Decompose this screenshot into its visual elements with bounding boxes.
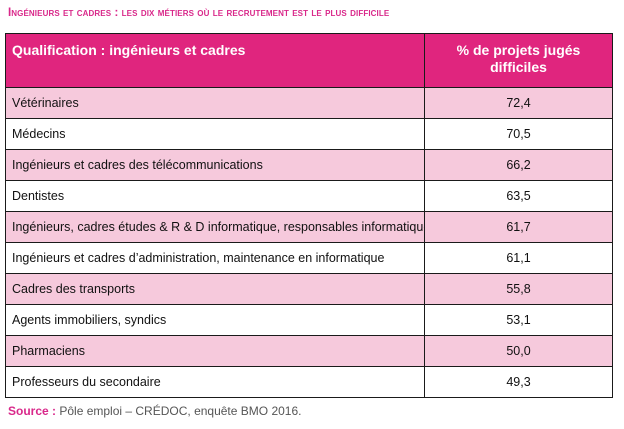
table-header: Qualification : ingénieurs et cadres % d… [6,33,612,87]
table-title: Ingénieurs et cadres : les dix métiers o… [8,7,390,19]
row-value: 61,1 [424,243,612,273]
row-label: Pharmaciens [12,344,85,358]
row-value: 61,7 [424,212,612,242]
source-note: Source : Pôle emploi – CRÉDOC, enquête B… [8,404,301,418]
table-row: Pharmaciens 50,0 [6,335,612,366]
table-row: Agents immobiliers, syndics 53,1 [6,304,612,335]
row-label: Ingénieurs et cadres des télécommunicati… [12,158,263,172]
table-row: Ingénieurs, cadres études & R & D inform… [6,211,612,242]
row-label: Médecins [12,127,66,141]
row-value: 70,5 [424,119,612,149]
row-value: 63,5 [424,181,612,211]
source-text: Pôle emploi – CRÉDOC, enquête BMO 2016. [56,404,302,418]
row-label: Agents immobiliers, syndics [12,313,167,327]
row-value: 50,0 [424,336,612,366]
row-label: Professeurs du secondaire [12,375,161,389]
table-row: Vétérinaires 72,4 [6,87,612,118]
row-value: 72,4 [424,88,612,118]
table-row: Cadres des transports 55,8 [6,273,612,304]
source-label: Source : [8,404,57,418]
table-row: Ingénieurs et cadres d’administration, m… [6,242,612,273]
header-percentage: % de projets jugés difficiles [424,34,612,87]
table-row: Professeurs du secondaire 49,3 [6,366,612,397]
row-value: 49,3 [424,367,612,397]
row-label: Dentistes [12,189,65,203]
table-row: Ingénieurs et cadres des télécommunicati… [6,149,612,180]
row-value: 53,1 [424,305,612,335]
row-label: Ingénieurs et cadres d’administration, m… [12,251,385,265]
row-value: 55,8 [424,274,612,304]
table-row: Dentistes 63,5 [6,180,612,211]
row-label: Ingénieurs, cadres études & R & D inform… [12,220,424,234]
header-qualification: Qualification : ingénieurs et cadres [12,42,246,58]
row-label: Cadres des transports [12,282,135,296]
row-label: Vétérinaires [12,96,79,110]
table-row: Médecins 70,5 [6,118,612,149]
row-value: 66,2 [424,150,612,180]
recruitment-table: Qualification : ingénieurs et cadres % d… [5,33,613,398]
